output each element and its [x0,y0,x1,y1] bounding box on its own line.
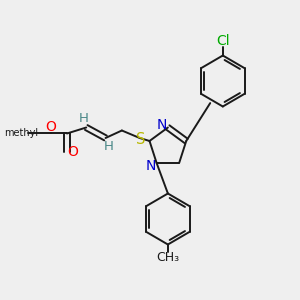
Text: O: O [45,121,56,134]
Text: O: O [68,145,78,158]
Text: N: N [146,159,156,173]
Text: H: H [103,140,113,154]
Text: CH₃: CH₃ [156,250,179,264]
Text: N: N [156,118,167,132]
Text: methyl: methyl [4,128,38,138]
Text: H: H [78,112,88,125]
Text: S: S [136,132,145,147]
Text: Cl: Cl [216,34,230,48]
